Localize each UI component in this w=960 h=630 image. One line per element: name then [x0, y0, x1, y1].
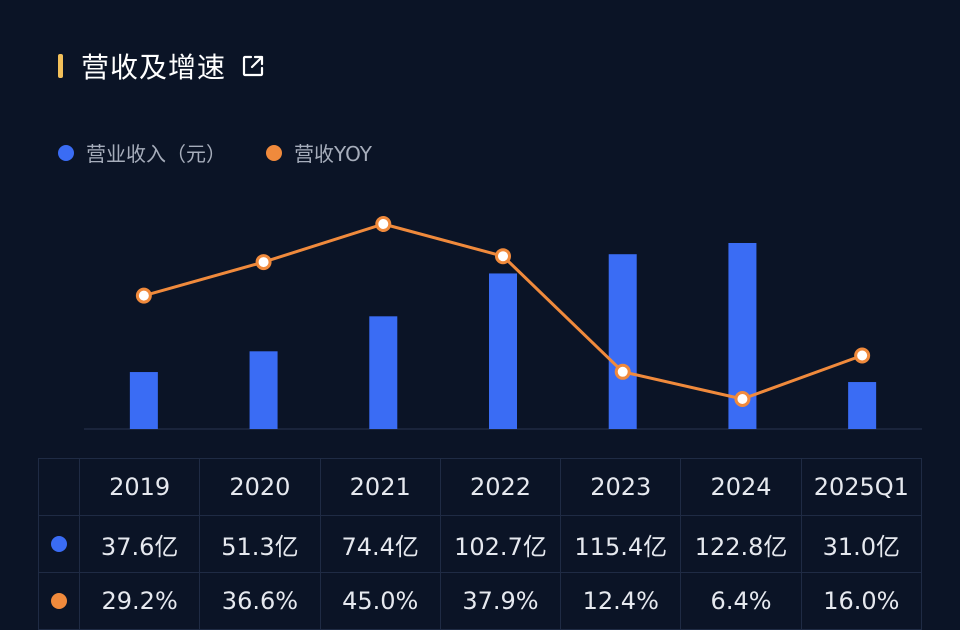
yoy-point[interactable] — [255, 254, 272, 271]
yoy-point[interactable] — [135, 287, 152, 304]
yoy-cell: 45.0% — [321, 573, 441, 629]
data-table: 2019 2020 2021 2022 2023 2024 2025Q1 37.… — [38, 458, 922, 630]
year-cell: 2019 — [80, 459, 201, 515]
yoy-cell: 6.4% — [681, 573, 802, 629]
legend-dot-yoy — [266, 144, 282, 161]
year-cell: 2024 — [681, 459, 802, 515]
external-link-icon[interactable] — [240, 53, 266, 79]
yoy-point[interactable] — [375, 216, 392, 232]
legend-label-revenue: 营业收入（元） — [86, 142, 226, 166]
year-cell: 2022 — [441, 459, 562, 515]
legend-item-yoy[interactable]: 营收YOY — [266, 138, 372, 167]
revenue-dot-icon — [51, 536, 67, 552]
yoy-point[interactable] — [614, 363, 631, 380]
yoy-cell: 36.6% — [200, 573, 321, 629]
table-row-marker — [38, 459, 80, 515]
revenue-cell: 51.3亿 — [200, 516, 321, 572]
revenue-bar[interactable] — [489, 273, 517, 429]
revenue-cell: 31.0亿 — [802, 516, 922, 572]
table-row-yoy: 29.2% 36.6% 45.0% 37.9% 12.4% 6.4% 16.0% — [38, 573, 922, 630]
year-cell: 2023 — [561, 459, 682, 515]
legend-dot-revenue — [58, 144, 74, 161]
revenue-bar[interactable] — [608, 254, 637, 429]
revenue-cell: 74.4亿 — [321, 516, 441, 572]
yoy-cell: 37.9% — [441, 573, 562, 629]
yoy-point[interactable] — [734, 391, 751, 407]
yoy-dot-icon — [51, 593, 67, 609]
chart-header: 营收及增速 — [58, 50, 266, 84]
legend-item-revenue[interactable]: 营业收入（元） — [58, 138, 226, 167]
revenue-bar[interactable] — [848, 382, 877, 429]
year-cell: 2020 — [200, 459, 321, 515]
yoy-cell: 16.0% — [802, 573, 922, 629]
chart-legend: 营业收入（元） 营收YOY — [58, 138, 412, 167]
yoy-point[interactable] — [854, 347, 871, 364]
table-row-marker — [38, 516, 80, 572]
title-accent-bar — [58, 54, 63, 78]
yoy-cell: 12.4% — [561, 573, 682, 629]
chart-title: 营收及增速 — [81, 51, 227, 84]
revenue-bar[interactable] — [129, 372, 158, 429]
year-cell: 2021 — [321, 459, 441, 515]
table-row-marker — [38, 573, 80, 629]
table-row-revenue: 37.6亿 51.3亿 74.4亿 102.7亿 115.4亿 122.8亿 3… — [38, 516, 922, 573]
revenue-cell: 102.7亿 — [441, 516, 562, 572]
legend-label-yoy: 营收YOY — [294, 142, 372, 166]
revenue-bar[interactable] — [369, 316, 398, 429]
yoy-point[interactable] — [495, 248, 511, 265]
table-row-years: 2019 2020 2021 2022 2023 2024 2025Q1 — [38, 459, 922, 516]
revenue-yoy-chart — [84, 216, 922, 430]
year-cell: 2025Q1 — [802, 459, 922, 515]
yoy-cell: 29.2% — [80, 573, 201, 629]
revenue-cell: 115.4亿 — [561, 516, 682, 572]
revenue-cell: 37.6亿 — [80, 516, 201, 572]
revenue-cell: 122.8亿 — [681, 516, 802, 572]
revenue-bar[interactable] — [249, 351, 278, 429]
